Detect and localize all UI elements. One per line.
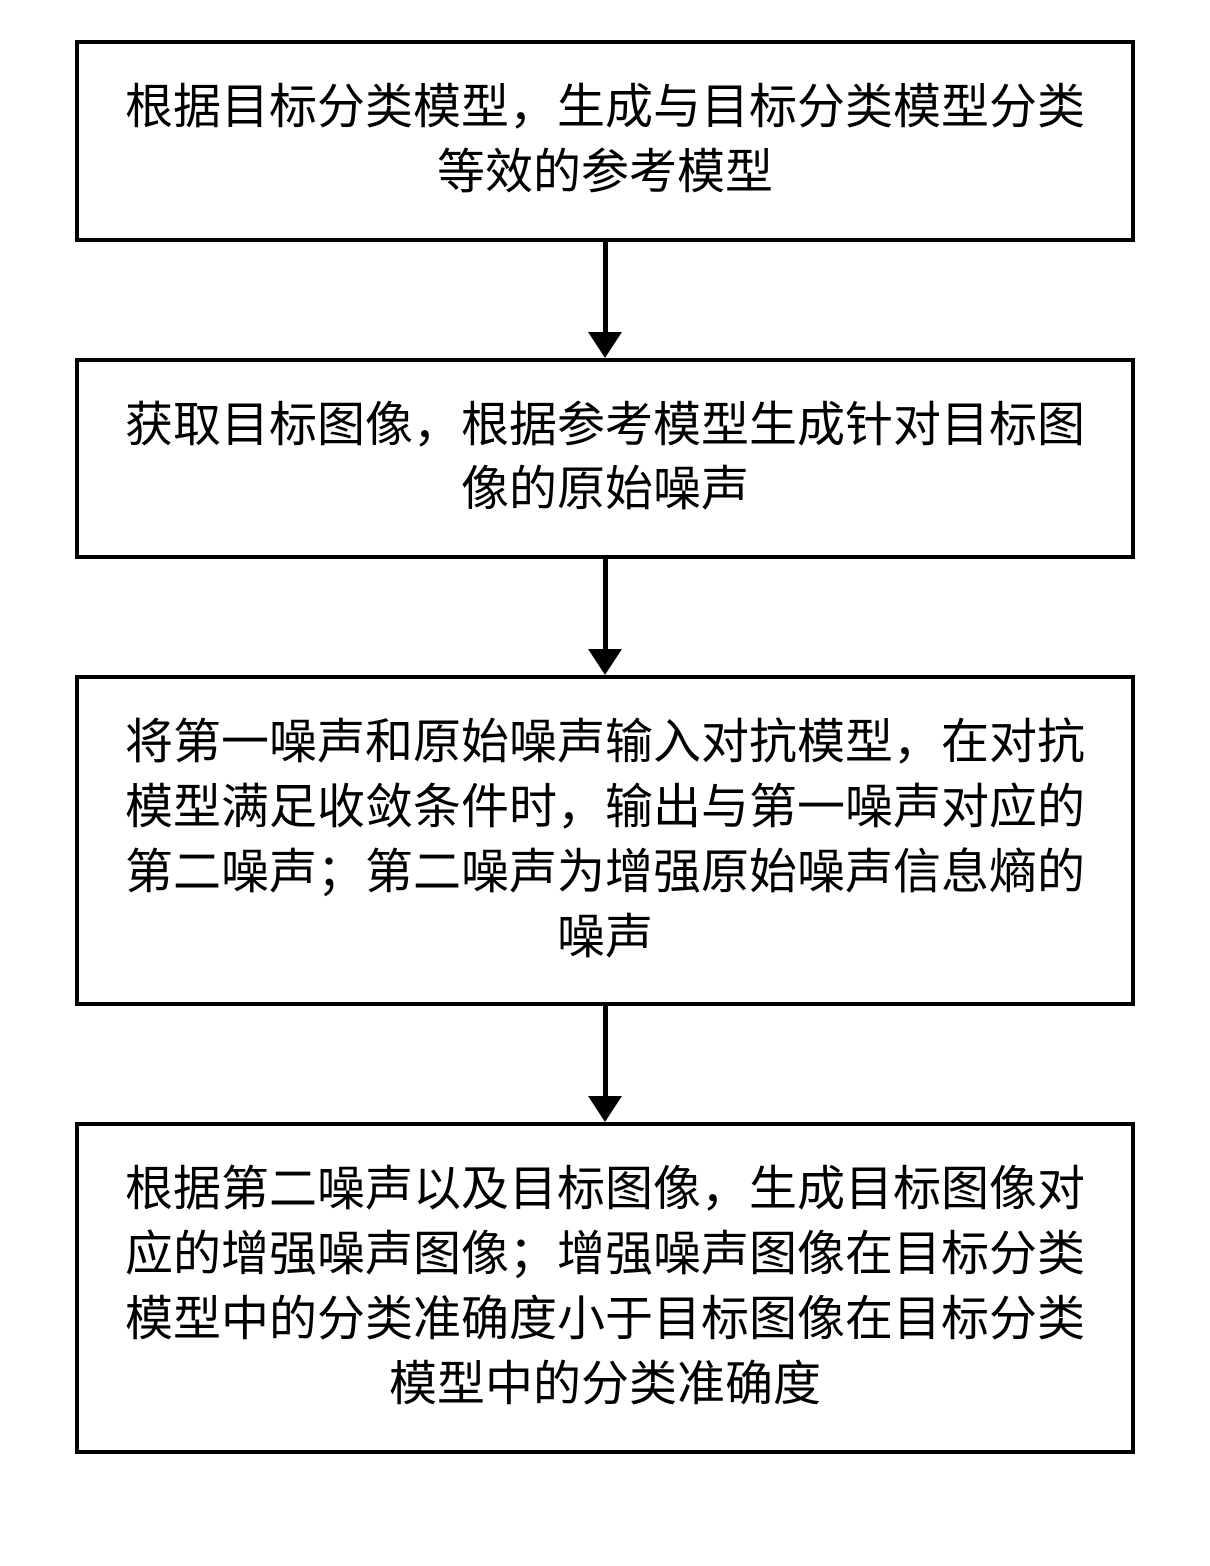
arrow-shaft — [603, 559, 608, 649]
arrow-shaft — [603, 242, 608, 332]
flowchart-container: 根据目标分类模型，生成与目标分类模型分类等效的参考模型 获取目标图像，根据参考模… — [75, 40, 1135, 1454]
arrow-shaft — [603, 1006, 608, 1096]
flow-arrow-1 — [588, 242, 622, 358]
arrow-head — [588, 332, 622, 358]
arrow-head — [588, 1096, 622, 1122]
flow-arrow-3 — [588, 1006, 622, 1122]
flow-arrow-2 — [588, 559, 622, 675]
arrow-head — [588, 649, 622, 675]
flow-step-4: 根据第二噪声以及目标图像，生成目标图像对应的增强噪声图像；增强噪声图像在目标分类… — [75, 1122, 1135, 1453]
flow-step-3: 将第一噪声和原始噪声输入对抗模型，在对抗模型满足收敛条件时，输出与第一噪声对应的… — [75, 675, 1135, 1006]
flow-step-2: 获取目标图像，根据参考模型生成针对目标图像的原始噪声 — [75, 358, 1135, 560]
flow-step-1: 根据目标分类模型，生成与目标分类模型分类等效的参考模型 — [75, 40, 1135, 242]
